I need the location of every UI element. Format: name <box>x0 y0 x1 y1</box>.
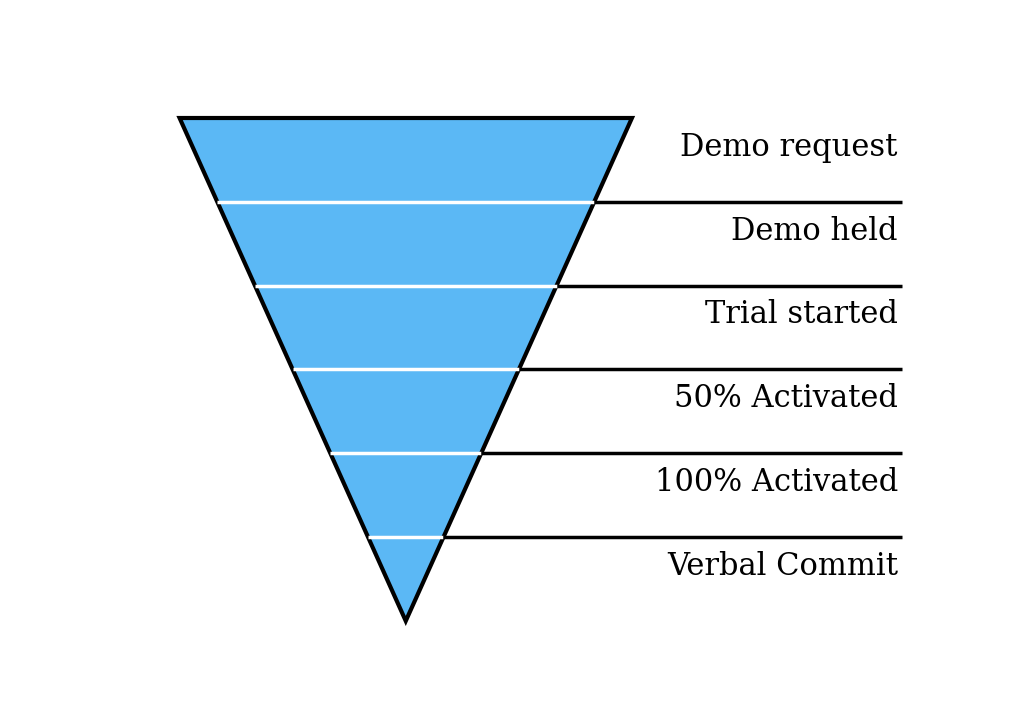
Text: Verbal Commit: Verbal Commit <box>667 551 898 582</box>
Text: 50% Activated: 50% Activated <box>674 383 898 415</box>
Polygon shape <box>179 118 632 621</box>
Text: Demo request: Demo request <box>680 132 898 163</box>
Text: Trial started: Trial started <box>705 300 898 330</box>
Text: Demo held: Demo held <box>731 216 898 246</box>
Text: 100% Activated: 100% Activated <box>654 467 898 498</box>
